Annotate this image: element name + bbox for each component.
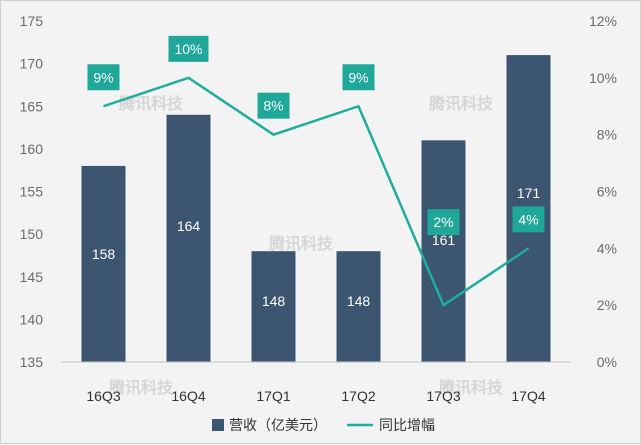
x-axis-category-label: 16Q3 <box>86 388 120 404</box>
growth-label-text: 2% <box>433 214 453 230</box>
watermark-text: 腾讯科技 <box>439 378 504 397</box>
bar-value-label: 164 <box>177 218 201 234</box>
growth-label-box <box>427 209 460 236</box>
line-yoy-growth <box>103 76 530 307</box>
legend-bar-swatch <box>212 419 224 431</box>
right-axis-tick-label: 8% <box>597 127 617 143</box>
bar-value-label: 171 <box>517 185 541 201</box>
legend-line-label: 同比增幅 <box>379 417 435 433</box>
growth-label-box <box>87 64 120 91</box>
x-axis-category-label: 17Q2 <box>341 388 375 404</box>
growth-label-box <box>257 92 290 119</box>
growth-label-text: 10% <box>174 41 202 57</box>
growth-label-text: 9% <box>348 69 368 85</box>
left-axis-tick-label: 170 <box>20 56 44 72</box>
left-axis-tick-label: 145 <box>20 269 44 285</box>
legend-bar-label: 营收（亿美元） <box>229 417 327 433</box>
bar-revenue <box>251 251 296 362</box>
bar-revenue <box>421 140 466 362</box>
bar-revenue <box>336 251 381 362</box>
right-axis-tick-label: 0% <box>597 354 617 370</box>
watermark-text: 腾讯科技 <box>269 234 334 253</box>
watermark-text: 腾讯科技 <box>119 94 184 113</box>
left-axis-tick-label: 140 <box>20 311 44 327</box>
bar-value-label: 158 <box>92 246 116 262</box>
bar-value-label: 148 <box>347 293 371 309</box>
left-axis-tick-label: 165 <box>20 98 44 114</box>
bar-value-label: 148 <box>262 293 286 309</box>
bar-value-label: 161 <box>432 232 456 248</box>
left-axis-tick-label: 155 <box>20 184 44 200</box>
watermark-text: 腾讯科技 <box>429 94 494 113</box>
left-axis-tick-label: 175 <box>20 13 44 29</box>
x-axis-category-label: 17Q3 <box>426 388 460 404</box>
right-axis-tick-label: 12% <box>589 13 617 29</box>
left-axis-tick-label: 160 <box>20 141 44 157</box>
x-axis-category-label: 17Q4 <box>511 388 545 404</box>
growth-label-box <box>168 35 209 62</box>
growth-label-box <box>342 64 375 91</box>
right-axis-tick-label: 6% <box>597 184 617 200</box>
bar-revenue <box>166 114 211 363</box>
right-axis-tick-label: 4% <box>597 240 617 256</box>
right-axis-tick-label: 2% <box>597 297 617 313</box>
bar-revenue <box>81 165 126 362</box>
x-axis-category-label: 17Q1 <box>256 388 290 404</box>
growth-label-box <box>512 206 545 233</box>
right-axis-tick-label: 10% <box>589 70 617 86</box>
left-axis-tick-label: 150 <box>20 226 44 242</box>
growth-label-text: 8% <box>263 98 283 114</box>
x-axis-category-label: 16Q4 <box>171 388 205 404</box>
growth-label-text: 9% <box>93 69 113 85</box>
watermark-text: 腾讯科技 <box>109 378 174 397</box>
growth-label-text: 4% <box>518 211 538 227</box>
left-axis-tick-label: 135 <box>20 354 44 370</box>
